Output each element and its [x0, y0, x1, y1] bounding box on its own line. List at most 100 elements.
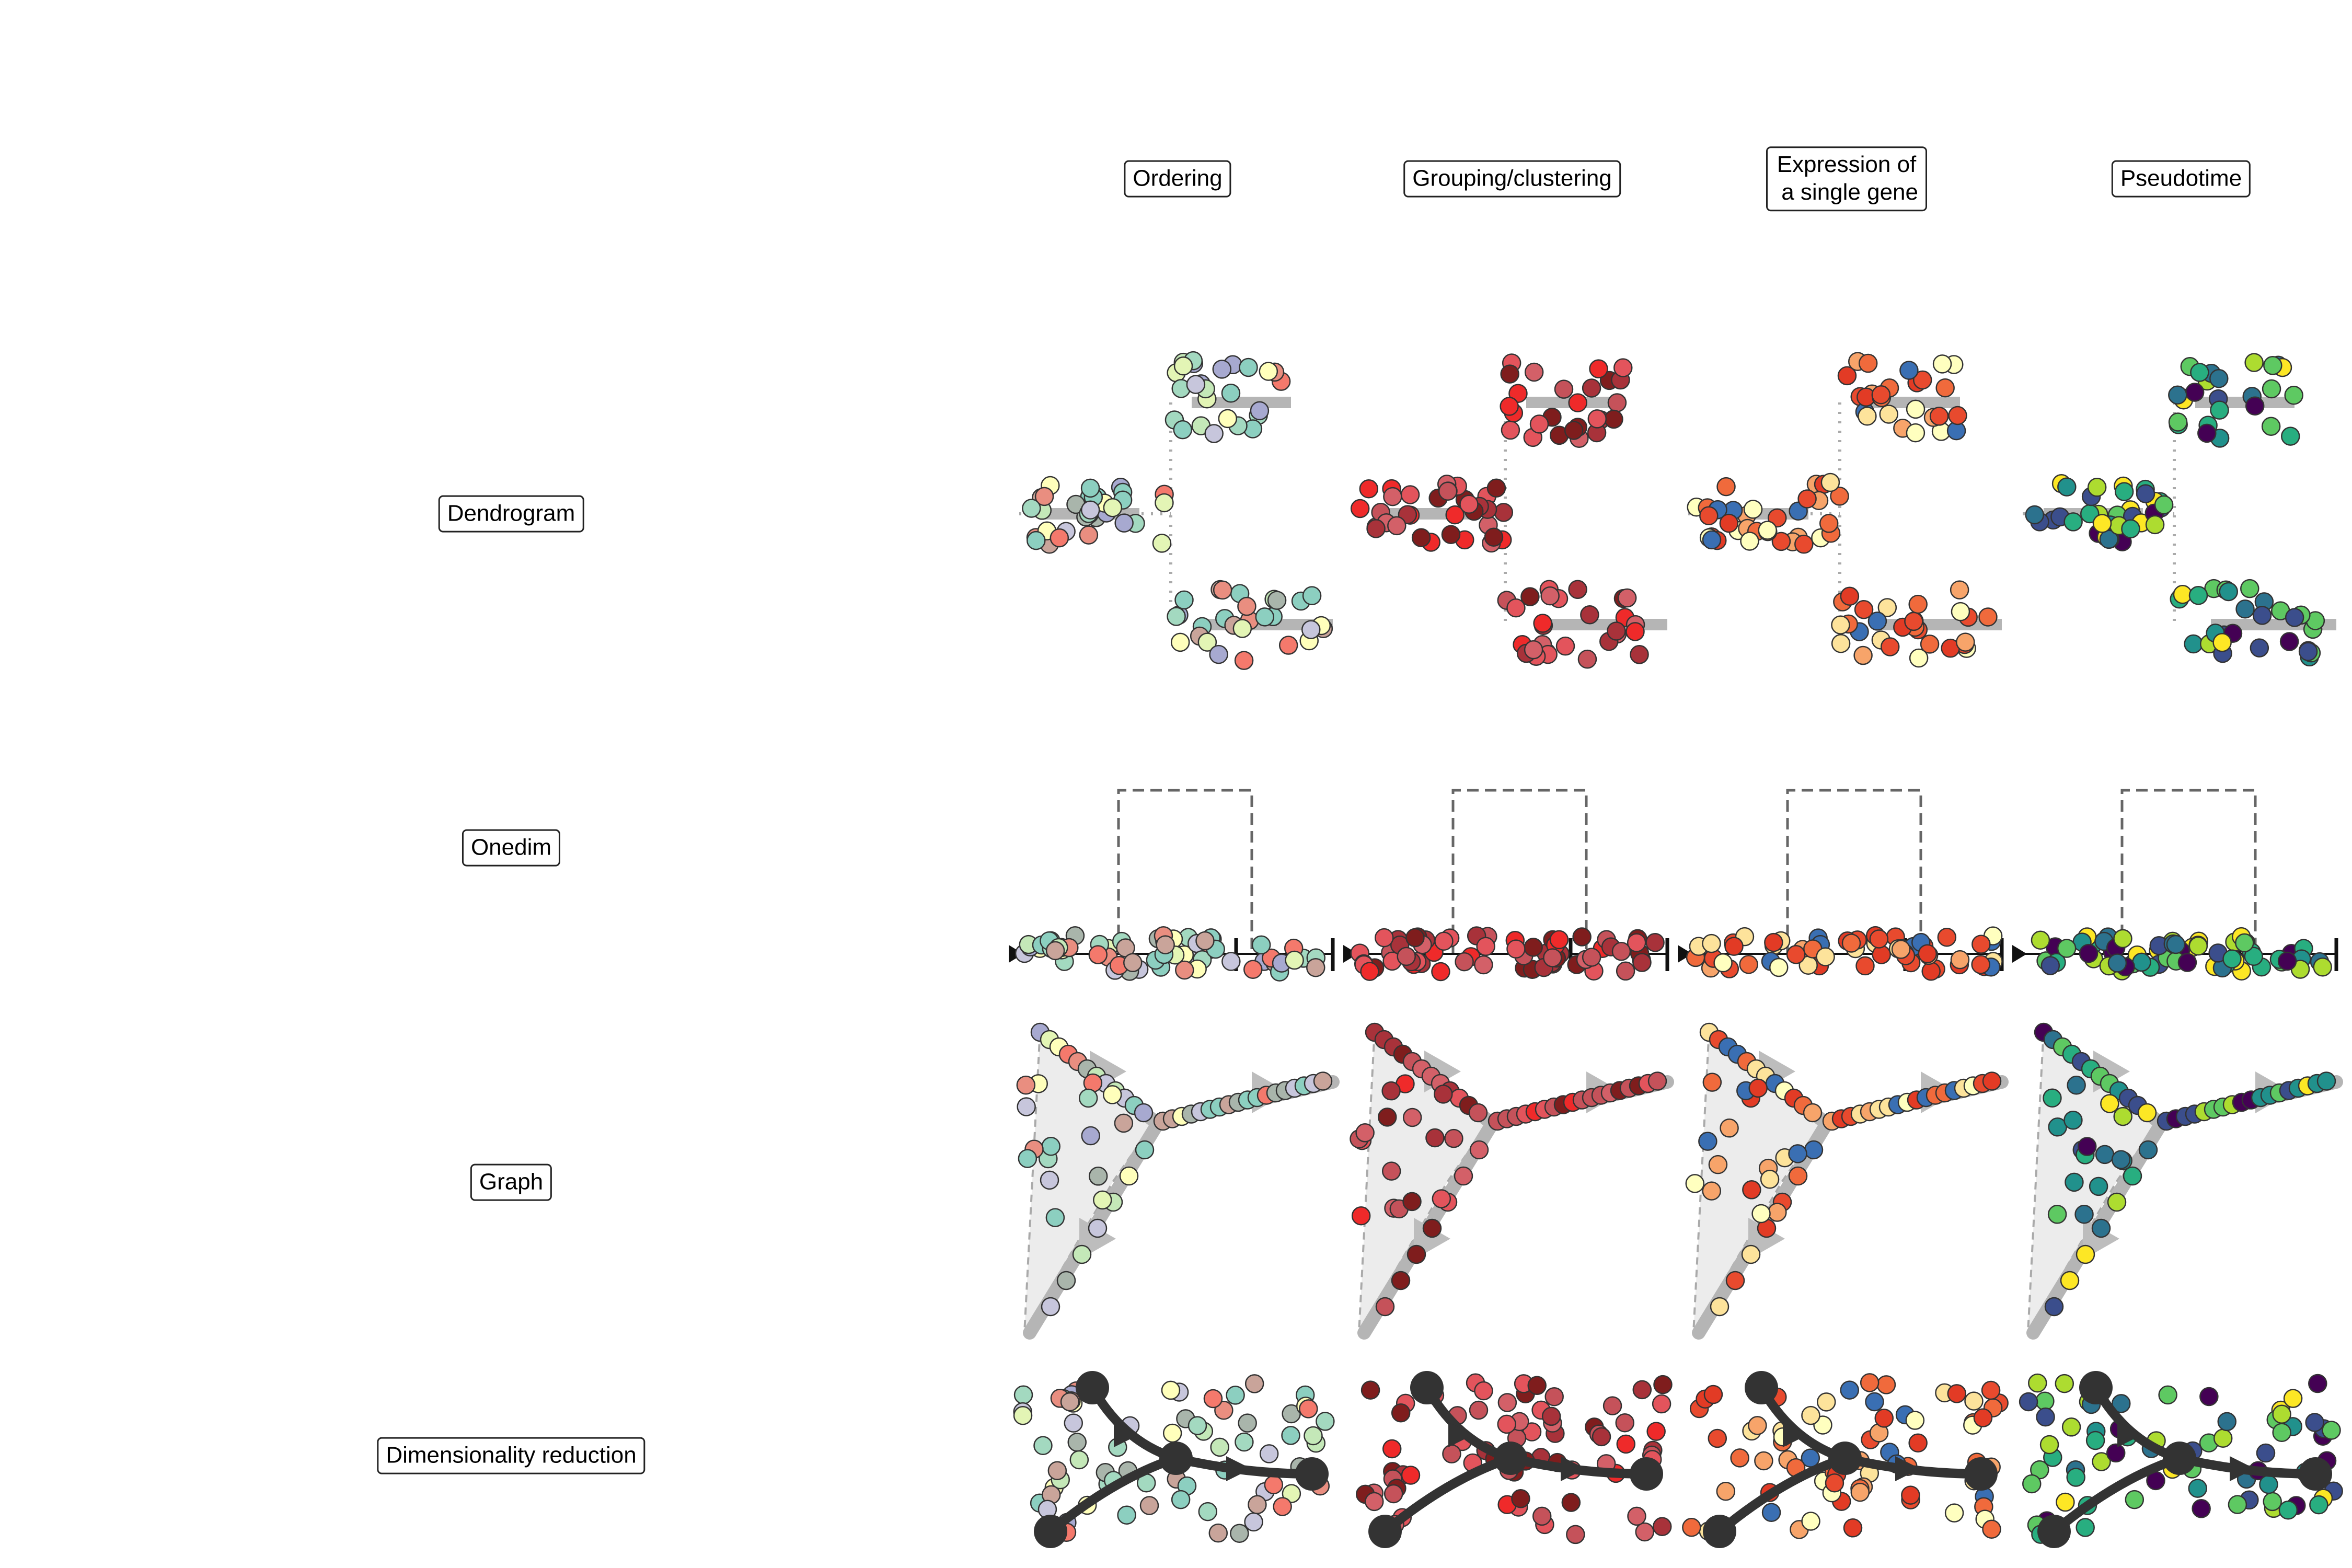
dimred-cell	[1964, 1391, 1984, 1411]
dendrogram-cell	[1186, 375, 1206, 394]
dendrogram-cell	[1858, 407, 1877, 426]
dimred-cell	[1730, 1448, 1749, 1468]
graph-cell	[1741, 1244, 1761, 1264]
dimred-cell	[1511, 1489, 1530, 1508]
dendrogram-cell	[1267, 591, 1287, 610]
onedim-cell	[1221, 952, 1241, 971]
dimred-cell	[1248, 1495, 1267, 1515]
dimred-arrowhead	[2230, 1456, 2255, 1481]
graph-cell	[1469, 1140, 1489, 1160]
dimred-cell	[2055, 1374, 2074, 1393]
dimred-cell	[1361, 1380, 1380, 1400]
graph-cell	[1725, 1271, 1745, 1290]
graph-cell	[2044, 1297, 2064, 1317]
dendrogram-cell	[1234, 651, 1254, 670]
onedim-bracket	[1117, 789, 1253, 954]
dendrogram-cell	[2136, 484, 2155, 503]
dendrogram-cell	[1027, 531, 1046, 550]
onedim-cell	[2166, 935, 2186, 954]
onedim-cell	[1123, 953, 1143, 973]
onedim-cell	[1474, 955, 1493, 975]
column-header-grouping: Grouping/clustering	[1403, 160, 1621, 198]
graph-cell	[1402, 1192, 1422, 1212]
dendrogram-cell	[1278, 636, 1298, 655]
onedim-cell	[1855, 956, 1875, 976]
dimred-milestone	[2163, 1442, 2196, 1475]
dimred-cell	[1383, 1484, 1403, 1504]
dimred-cell	[2066, 1468, 2085, 1487]
graph-cell	[1788, 1144, 1807, 1163]
dendrogram-cell	[2235, 599, 2255, 619]
onedim-cell	[2188, 936, 2208, 956]
dimred-cell	[1273, 1497, 1292, 1516]
graph-cell	[1355, 1123, 1375, 1143]
dendrogram-cell	[2245, 396, 2265, 416]
graph-cell	[1041, 1297, 1060, 1317]
dimred-panel	[2019, 1371, 2343, 1548]
dendrogram-cell	[1906, 399, 1926, 419]
onedim-cell	[1869, 929, 1889, 949]
dimred-cell	[1259, 1444, 1279, 1463]
dendrogram-cell	[1854, 599, 1874, 619]
dimred-arrowhead	[1226, 1456, 1251, 1481]
dendrogram-cell	[1568, 393, 1587, 412]
graph-cell	[1114, 1113, 1134, 1133]
dimred-milestone	[1034, 1515, 1067, 1548]
graph-cell	[1351, 1206, 1371, 1226]
onedim-cell	[1724, 937, 1744, 956]
dendrogram-cell	[2197, 423, 2217, 443]
graph-cell	[2060, 1271, 2080, 1290]
onedim-cell	[2031, 930, 2050, 950]
onedim-bracket	[2120, 789, 2257, 954]
onedim-cell	[2107, 953, 2127, 973]
dendrogram-cell	[1867, 612, 1887, 631]
dendrogram-cell	[1500, 364, 1519, 384]
dendrogram-cell	[2279, 632, 2299, 651]
dimred-cell	[1566, 1525, 1585, 1544]
row-header-onedim: Onedim	[462, 829, 561, 867]
dimred-arrowhead	[1783, 1422, 1808, 1447]
dendrogram-cell	[1899, 361, 1919, 380]
column-header-pseudotime: Pseudotime	[2111, 160, 2251, 198]
graph-cell	[1056, 1271, 1076, 1290]
dendrogram-cell	[2184, 634, 2203, 654]
dendrogram-cell	[1719, 513, 1739, 533]
dendrogram-cell	[2212, 633, 2232, 652]
dimred-cell	[1442, 1444, 1461, 1463]
onedim-cell	[1476, 937, 1495, 956]
onedim-cell	[2132, 952, 2151, 972]
dimred-milestone	[1703, 1515, 1736, 1548]
dimred-cell	[1203, 1389, 1223, 1409]
dendrogram-cell	[1212, 360, 1232, 379]
dimred-milestone	[1076, 1371, 1109, 1404]
dimred-cell	[1474, 1381, 1493, 1401]
dendrogram-cell	[1853, 645, 1873, 665]
dendrogram-cell	[1607, 393, 1627, 412]
dimred-cell	[1210, 1437, 1229, 1457]
dimred-cell	[2036, 1407, 2055, 1427]
dendrogram-cell	[1956, 632, 1975, 652]
graph-cell	[2067, 1075, 2086, 1095]
graph-cell	[2089, 1177, 2108, 1196]
dimred-cell	[2035, 1391, 2055, 1411]
dimred-cell	[2061, 1417, 2081, 1437]
dendrogram-cell	[2057, 477, 2077, 497]
graph-cell	[2111, 1150, 2131, 1169]
dimred-panel	[1682, 1371, 2009, 1548]
dendrogram-cell	[2121, 519, 2140, 539]
graph-cell	[1375, 1297, 1395, 1317]
dendrogram-cell	[1908, 594, 1928, 614]
dendrogram-cell	[1411, 528, 1431, 547]
dendrogram-cell	[1501, 420, 1520, 440]
graph-cell	[2107, 1192, 2127, 1212]
graph-cell	[1444, 1128, 1463, 1148]
dendrogram-cell	[1554, 379, 1574, 399]
onedim-cell	[1616, 961, 1635, 981]
dimred-cell	[1801, 1512, 1820, 1531]
dimred-cell	[1860, 1373, 1880, 1392]
dimred-cell	[1865, 1392, 1884, 1412]
dendrogram-cell	[1740, 532, 1759, 551]
dimred-cell	[1033, 1436, 1053, 1455]
graph-cell	[1803, 1103, 1823, 1123]
dendrogram-cell	[2262, 379, 2281, 399]
